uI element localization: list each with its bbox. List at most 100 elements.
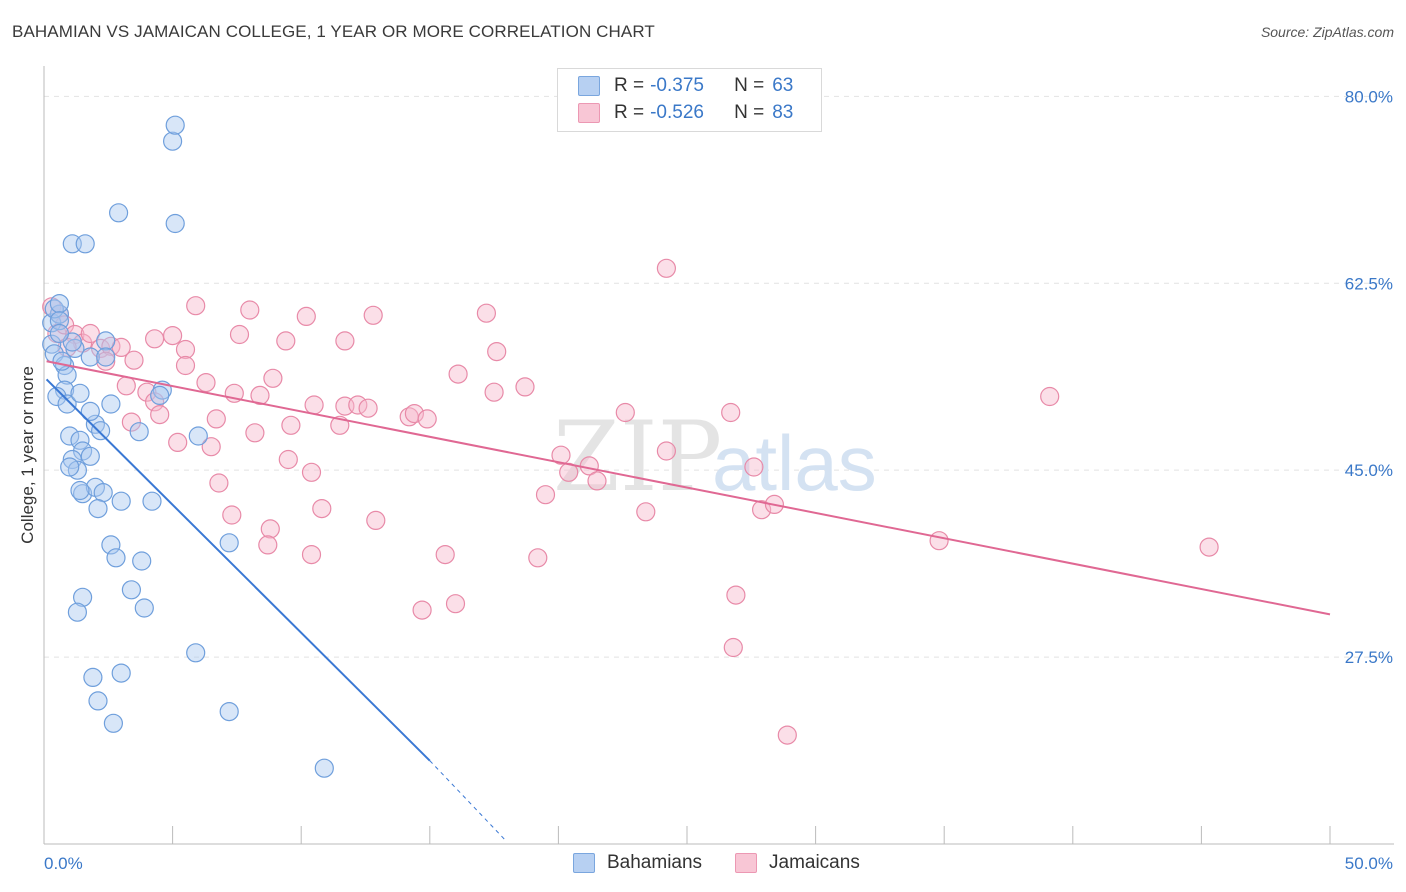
bahamians-point bbox=[111, 663, 131, 683]
bahamians-point bbox=[88, 691, 108, 711]
bahamians-point bbox=[103, 713, 124, 733]
jamaicans-point bbox=[175, 339, 196, 360]
jamaicans-point bbox=[250, 385, 270, 405]
jamaicans-point bbox=[366, 510, 386, 531]
jamaicans-point bbox=[201, 437, 221, 457]
jamaicans-point bbox=[535, 485, 556, 505]
jamaicans-point bbox=[222, 505, 242, 525]
legend-r-value: -0.526 bbox=[650, 102, 704, 123]
bahamians-point bbox=[60, 457, 80, 477]
bahamians-point bbox=[150, 385, 170, 405]
jamaicans-point bbox=[145, 392, 165, 412]
jamaicans-point bbox=[245, 423, 265, 443]
jamaicans-point bbox=[301, 462, 322, 482]
legend-n-label: N = bbox=[734, 75, 765, 96]
legend-swatch-blue bbox=[578, 76, 600, 96]
legend-r-label: R = bbox=[614, 75, 645, 96]
y-tick-label: 27.5% bbox=[1345, 648, 1393, 667]
bahamians-point bbox=[186, 643, 206, 663]
legend-row-jamaicans: R = -0.526 N = 83 bbox=[578, 100, 793, 126]
jamaicans-point bbox=[163, 326, 183, 346]
jamaicans-point bbox=[744, 457, 764, 477]
jamaicans-point bbox=[116, 376, 136, 396]
jamaicans-point bbox=[124, 350, 144, 370]
jamaicans-point bbox=[312, 499, 332, 519]
jamaicans-point bbox=[726, 585, 746, 605]
jamaicans-trend-line bbox=[46, 360, 1331, 616]
jamaicans-point bbox=[304, 395, 324, 415]
jamaicans-point bbox=[168, 432, 188, 452]
jamaicans-points bbox=[42, 258, 1219, 745]
bahamians-point bbox=[132, 551, 152, 571]
bahamians-point bbox=[70, 480, 90, 501]
jamaicans-point bbox=[101, 336, 121, 356]
y-axis-title: College, 1 year or more bbox=[18, 366, 37, 544]
bahamians-point bbox=[165, 115, 185, 135]
jamaicans-point bbox=[186, 296, 206, 316]
bahamians-point bbox=[96, 331, 116, 351]
jamaicans-point bbox=[358, 398, 378, 418]
bahamians-trend-line bbox=[45, 378, 431, 762]
bahamians-point bbox=[80, 446, 100, 466]
bahamians-point bbox=[44, 299, 64, 319]
jamaicans-point bbox=[721, 402, 741, 423]
jamaicans-point bbox=[636, 502, 656, 522]
legend-n-value: 83 bbox=[772, 102, 794, 123]
bottom-legend-bahamians: Bahamians bbox=[573, 852, 702, 874]
bottom-legend-jamaicans: Jamaicans bbox=[735, 852, 860, 874]
jamaicans-point bbox=[417, 409, 437, 429]
bottom-legend-label: Jamaicans bbox=[769, 852, 860, 873]
jamaicans-point bbox=[551, 445, 571, 465]
jamaicans-point bbox=[121, 412, 141, 432]
bahamians-point bbox=[67, 602, 88, 622]
jamaicans-point bbox=[445, 594, 466, 614]
jamaicans-point bbox=[487, 342, 507, 362]
grid-layer bbox=[44, 95, 1394, 658]
jamaicans-point bbox=[751, 500, 772, 520]
bahamians-point bbox=[129, 422, 149, 442]
watermark-atlas: atlas bbox=[712, 419, 877, 507]
bahamians-point bbox=[219, 701, 239, 722]
jamaicans-point bbox=[723, 637, 743, 658]
watermark: ZIP atlas bbox=[553, 401, 877, 513]
jamaicans-point bbox=[348, 395, 368, 415]
jamaicans-point bbox=[484, 382, 504, 402]
bottom-legend-swatch-pink bbox=[735, 853, 757, 873]
bottom-legend-swatch-blue bbox=[573, 853, 595, 873]
y-tick-label: 80.0% bbox=[1345, 87, 1393, 106]
y-tick-label: 62.5% bbox=[1345, 274, 1393, 293]
trend-lines bbox=[45, 360, 1331, 843]
bahamians-point bbox=[49, 323, 70, 344]
bahamians-point bbox=[49, 294, 70, 314]
bottom-legend-label: Bahamians bbox=[607, 852, 703, 873]
bahamians-point bbox=[96, 347, 116, 367]
jamaicans-point bbox=[435, 544, 455, 565]
jamaicans-point bbox=[229, 324, 250, 345]
bahamians-point bbox=[142, 491, 162, 511]
jamaicans-point bbox=[1040, 386, 1060, 407]
jamaicans-point bbox=[528, 548, 548, 568]
jamaicans-point bbox=[240, 300, 260, 320]
jamaicans-point bbox=[929, 531, 949, 551]
source-note: Source: ZipAtlas.com bbox=[1260, 24, 1394, 40]
legend-r-value: -0.375 bbox=[650, 75, 704, 96]
bahamians-point bbox=[52, 351, 72, 371]
jamaicans-point bbox=[137, 382, 157, 402]
legend-swatch-pink bbox=[578, 103, 600, 123]
bahamians-point bbox=[219, 533, 239, 553]
legend-n-value: 63 bbox=[772, 75, 794, 96]
chart-title: BAHAMIAN VS JAMAICAN COLLEGE, 1 YEAR OR … bbox=[12, 22, 655, 41]
bahamians-point bbox=[93, 483, 113, 503]
bahamians-point bbox=[80, 347, 100, 367]
bahamians-point bbox=[101, 394, 121, 414]
jamaicans-point bbox=[150, 405, 170, 425]
bahamians-point bbox=[83, 667, 103, 688]
jamaicans-point bbox=[656, 258, 677, 278]
legend-n-label: N = bbox=[734, 102, 765, 123]
jamaicans-point bbox=[206, 409, 226, 429]
y-tick-label: 45.0% bbox=[1345, 461, 1393, 480]
tick-labels: 27.5% 45.0% 62.5% 80.0% 0.0% 50.0% bbox=[44, 87, 1393, 873]
bahamians-trend-extension bbox=[429, 760, 508, 843]
legend-row-bahamians: R = -0.375 N = 63 bbox=[578, 73, 793, 99]
jamaicans-point bbox=[296, 306, 316, 326]
